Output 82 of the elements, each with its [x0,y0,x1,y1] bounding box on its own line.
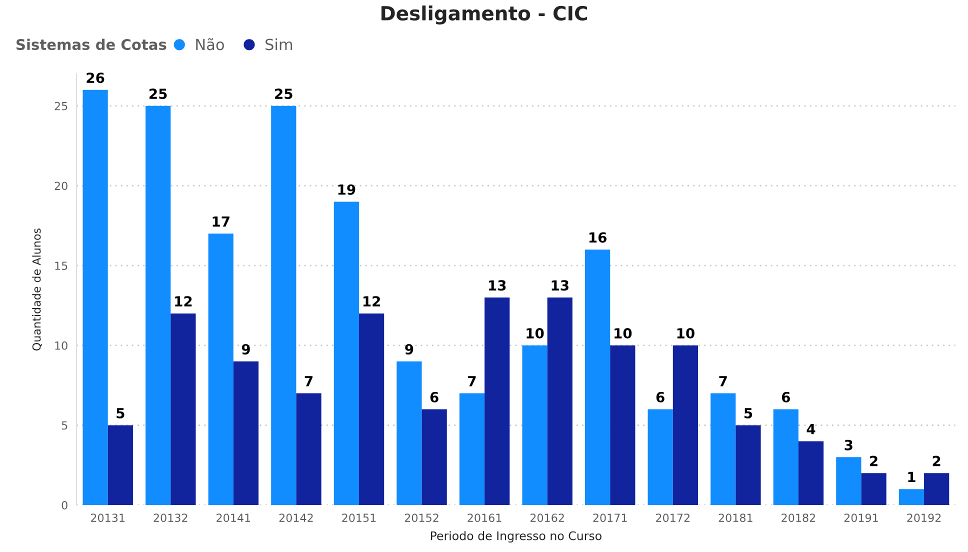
bar [798,441,824,506]
data-label: 13 [552,280,568,291]
x-tick-label: 20181 [718,514,752,522]
bar [170,313,196,506]
bar [924,473,950,506]
data-label: 25 [275,88,292,100]
data-label: 6 [656,392,664,402]
bar [82,90,108,506]
data-label: 12 [363,296,380,306]
y-tick-label: 15 [55,262,68,270]
data-label: 4 [806,424,816,434]
data-label: 26 [86,72,104,84]
y-tick-label: 10 [55,341,68,350]
data-label: 9 [242,344,250,355]
data-label: 12 [175,296,192,306]
x-tick-label: 20142 [279,514,313,522]
y-tick-label: 5 [62,421,68,430]
x-tick-label: 20152 [404,514,438,522]
data-label: 19 [338,184,356,195]
bar [547,298,572,506]
data-label: 10 [614,328,632,339]
data-label: 7 [719,376,727,386]
bar [672,345,698,506]
bar [208,234,234,506]
data-label: 10 [526,328,544,339]
bar [585,250,610,506]
bar [484,298,510,506]
data-label: 3 [844,440,852,450]
chart-title: Desligamento - CIC [381,6,588,24]
data-label: 13 [489,280,506,291]
bar [898,489,924,506]
bar [233,361,259,506]
x-tick-label: 20162 [530,514,564,522]
data-label: 17 [212,216,230,227]
bar [610,345,636,506]
x-tick-label: 20171 [593,514,627,522]
y-tick-label: 25 [54,102,68,110]
data-label: 2 [932,456,940,466]
data-label: 6 [782,392,790,402]
x-tick-label: 20172 [656,514,690,522]
bar [773,409,798,506]
bar [271,106,296,506]
bar [736,425,761,506]
bar [422,409,447,506]
legend-label: Sim [266,38,292,50]
data-label: 7 [468,376,476,386]
data-label: 9 [405,344,414,355]
x-tick-label: 20191 [844,514,878,522]
legend-label: Não [196,38,224,50]
y-axis-title: Quantidade de Alunos [32,228,42,350]
bar [459,393,485,506]
bar [396,361,422,506]
bar [334,202,359,506]
data-label: 25 [150,88,167,100]
data-label: 5 [744,408,752,418]
x-tick-label: 20182 [782,514,816,522]
x-tick-label: 20151 [342,514,376,522]
bar [836,457,862,506]
y-tick-label: 20 [54,182,68,190]
bar [648,409,673,506]
bar [146,106,171,506]
data-label: 2 [870,456,878,466]
x-tick-label: 20161 [468,514,502,522]
data-label: 6 [430,392,438,402]
x-axis-title: Periodo de Ingresso no Curso [430,531,602,543]
data-label: 10 [677,328,694,339]
bar [861,473,886,506]
bar [522,345,548,506]
bar [710,393,736,506]
bar [296,393,322,506]
bar [358,313,384,506]
bar [108,425,133,506]
x-tick-label: 20192 [907,514,941,522]
x-tick-label: 20141 [216,514,250,522]
data-label: 1 [908,472,916,482]
y-tick-label: 0 [62,501,68,510]
legend-title: Sistemas de Cotas [16,38,166,50]
data-label: 7 [304,376,312,386]
x-tick-label: 20132 [154,514,188,522]
data-label: 5 [116,408,124,418]
x-tick-label: 20131 [91,514,125,522]
data-label: 16 [589,232,606,243]
